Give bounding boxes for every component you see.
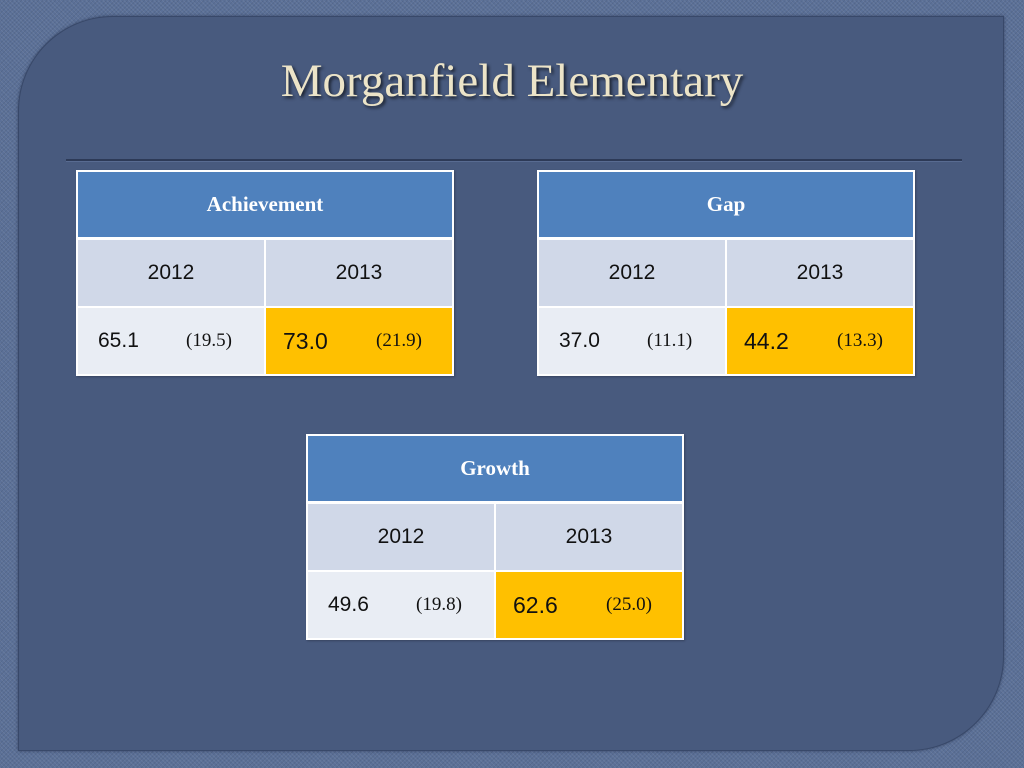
score-value: 44.2 <box>744 327 789 354</box>
value-row: 65.1 (19.5) 73.0 (21.9) <box>78 308 452 374</box>
table-header: Growth <box>308 436 682 504</box>
value-cell-2012: 37.0 (11.1) <box>539 308 725 374</box>
value-cell-2013: 73.0 (21.9) <box>266 308 452 374</box>
value-cell-2013: 62.6 (25.0) <box>496 572 682 638</box>
value-row: 49.6 (19.8) 62.6 (25.0) <box>308 572 682 638</box>
score-paren: (13.3) <box>837 330 883 351</box>
year-cell-2013: 2013 <box>496 504 682 570</box>
score-paren: (21.9) <box>376 330 422 351</box>
gap-table: Gap 2012 2013 37.0 (11.1) 44.2 (13.3) <box>537 170 915 376</box>
value-cell-2012: 65.1 (19.5) <box>78 308 264 374</box>
slide-title: Morganfield Elementary <box>280 55 744 107</box>
score-value: 62.6 <box>513 591 558 618</box>
score-value: 65.1 <box>98 329 139 352</box>
year-row: 2012 2013 <box>78 240 452 308</box>
year-cell-2012: 2012 <box>539 240 725 306</box>
table-header: Gap <box>539 172 913 240</box>
year-cell-2013: 2013 <box>266 240 452 306</box>
score-value: 49.6 <box>328 593 369 616</box>
score-paren: (25.0) <box>606 594 652 615</box>
value-cell-2012: 49.6 (19.8) <box>308 572 494 638</box>
year-cell-2012: 2012 <box>78 240 264 306</box>
score-value: 37.0 <box>559 329 600 352</box>
year-cell-2013: 2013 <box>727 240 913 306</box>
year-cell-2012: 2012 <box>308 504 494 570</box>
score-paren: (19.5) <box>186 330 232 351</box>
value-row: 37.0 (11.1) 44.2 (13.3) <box>539 308 913 374</box>
score-paren: (19.8) <box>416 594 462 615</box>
value-cell-2013: 44.2 (13.3) <box>727 308 913 374</box>
year-row: 2012 2013 <box>539 240 913 308</box>
growth-table: Growth 2012 2013 49.6 (19.8) 62.6 (25.0) <box>306 434 684 640</box>
table-header: Achievement <box>78 172 452 240</box>
achievement-table: Achievement 2012 2013 65.1 (19.5) 73.0 (… <box>76 170 454 376</box>
year-row: 2012 2013 <box>308 504 682 572</box>
score-paren: (11.1) <box>647 330 693 351</box>
slide-panel <box>18 16 1004 751</box>
title-divider <box>66 159 962 161</box>
score-value: 73.0 <box>283 327 328 354</box>
